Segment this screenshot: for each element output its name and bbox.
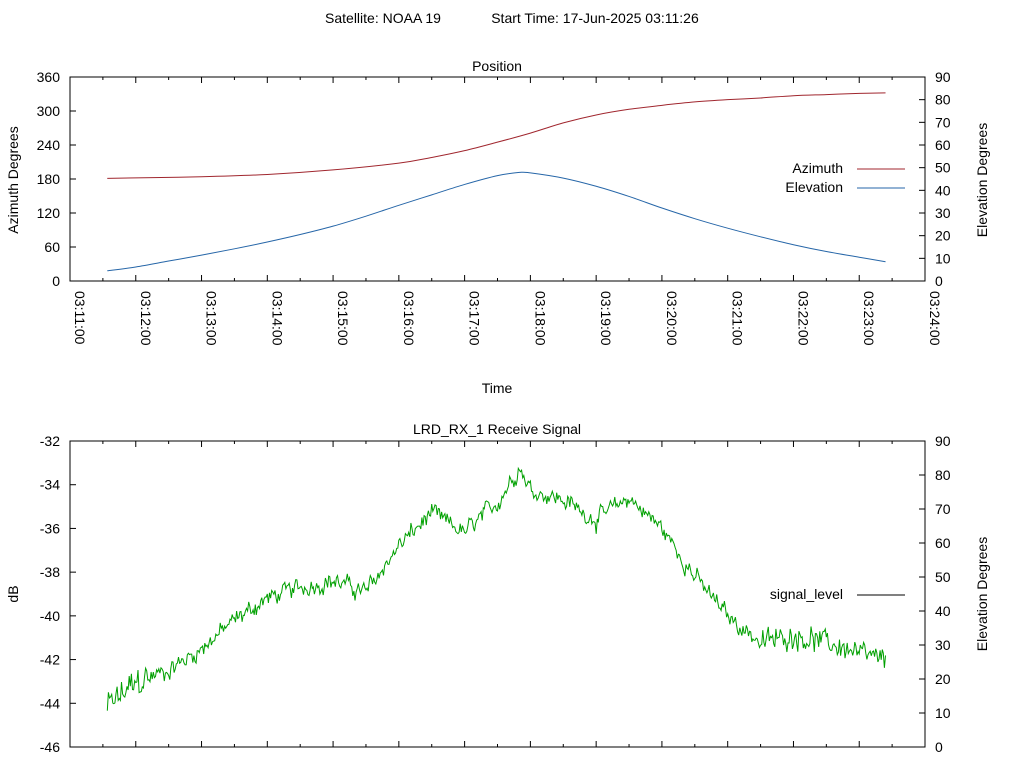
y2-tick-label: 10: [935, 705, 951, 721]
y-tick-label: -40: [40, 608, 60, 624]
x-tick-label: 03:13:00: [204, 291, 220, 346]
y2-tick-label: 20: [935, 228, 951, 244]
y2-tick-label: 50: [935, 160, 951, 176]
x-tick-label: 03:12:00: [138, 291, 154, 346]
x-tick-label: 03:23:00: [861, 291, 877, 346]
y-tick-label: -34: [40, 477, 60, 493]
y2-tick-label: 10: [935, 250, 951, 266]
y-tick-label: -46: [40, 739, 60, 755]
y-tick-label: 60: [44, 239, 60, 255]
signal-legend: signal_level: [770, 586, 905, 602]
y2-tick-label: 0: [935, 273, 943, 289]
signal-plot-frame: [69, 440, 926, 748]
elevation-axis-label-bottom: Elevation Degrees: [974, 537, 990, 651]
y-tick-label: 360: [37, 69, 61, 85]
x-tick-label: 03:11:00: [72, 291, 88, 345]
x-tick-label: 03:19:00: [598, 291, 614, 346]
y2-tick-label: 80: [935, 467, 951, 483]
y2-tick-label: 90: [935, 69, 951, 85]
elevation-line: [107, 171, 886, 272]
y-tick-label: 240: [37, 137, 61, 153]
x-tick-label: 03:16:00: [401, 291, 417, 346]
y2-tick-label: 70: [935, 501, 951, 517]
x-tick-label: 03:24:00: [927, 291, 943, 346]
y-tick-label: -38: [40, 564, 60, 580]
y2-tick-label: 40: [935, 603, 951, 619]
y-tick-label: 180: [37, 171, 61, 187]
position-plot-frame: [69, 76, 926, 282]
azimuth-line: [107, 92, 886, 179]
x-tick-label: 03:17:00: [467, 291, 483, 346]
db-axis-label: dB: [5, 585, 21, 602]
y2-tick-label: 90: [935, 433, 951, 449]
azimuth-axis-label: Azimuth Degrees: [5, 126, 21, 233]
y2-tick-label: 20: [935, 671, 951, 687]
y2-tick-label: 50: [935, 569, 951, 585]
y2-tick-label: 60: [935, 137, 951, 153]
y2-tick-label: 80: [935, 92, 951, 108]
y2-tick-label: 30: [935, 637, 951, 653]
y2-tick-label: 60: [935, 535, 951, 551]
position-legend: Azimuth Elevation: [785, 160, 905, 195]
x-tick-label: 03:20:00: [664, 291, 680, 346]
y-tick-label: -42: [40, 652, 60, 668]
x-tick-label: 03:18:00: [532, 291, 548, 346]
position-title: Position: [472, 58, 522, 74]
elevation-axis-label-top: Elevation Degrees: [974, 123, 990, 237]
signal-level-line: [106, 466, 886, 711]
y2-tick-label: 70: [935, 114, 951, 130]
y-tick-label: 120: [37, 205, 61, 221]
y-tick-label: -32: [40, 433, 60, 449]
y-tick-label: -44: [40, 695, 60, 711]
signal-plot: LRD_RX_1 Receive Signal dB Elevation Deg…: [5, 421, 990, 755]
legend-elevation-label: Elevation: [785, 179, 843, 195]
y-tick-label: 300: [37, 103, 61, 119]
x-tick-label: 03:22:00: [795, 291, 811, 346]
x-tick-label: 03:15:00: [335, 291, 351, 346]
time-axis-label: Time: [482, 380, 513, 396]
y-tick-label: -36: [40, 520, 60, 536]
position-plot: Position Azimuth Degrees Elevation Degre…: [5, 58, 990, 396]
legend-azimuth-label: Azimuth: [792, 160, 843, 176]
satellite-label: Satellite: NOAA 19: [325, 10, 441, 26]
legend-signal-label: signal_level: [770, 586, 843, 602]
start-time-label: Start Time: 17-Jun-2025 03:11:26: [491, 10, 699, 26]
x-tick-label: 03:21:00: [730, 291, 746, 346]
y2-tick-label: 30: [935, 205, 951, 221]
y2-tick-label: 0: [935, 739, 943, 755]
y-tick-label: 0: [52, 273, 60, 289]
x-tick-label: 03:14:00: [269, 291, 285, 346]
y2-tick-label: 40: [935, 182, 951, 198]
signal-title: LRD_RX_1 Receive Signal: [413, 421, 581, 437]
